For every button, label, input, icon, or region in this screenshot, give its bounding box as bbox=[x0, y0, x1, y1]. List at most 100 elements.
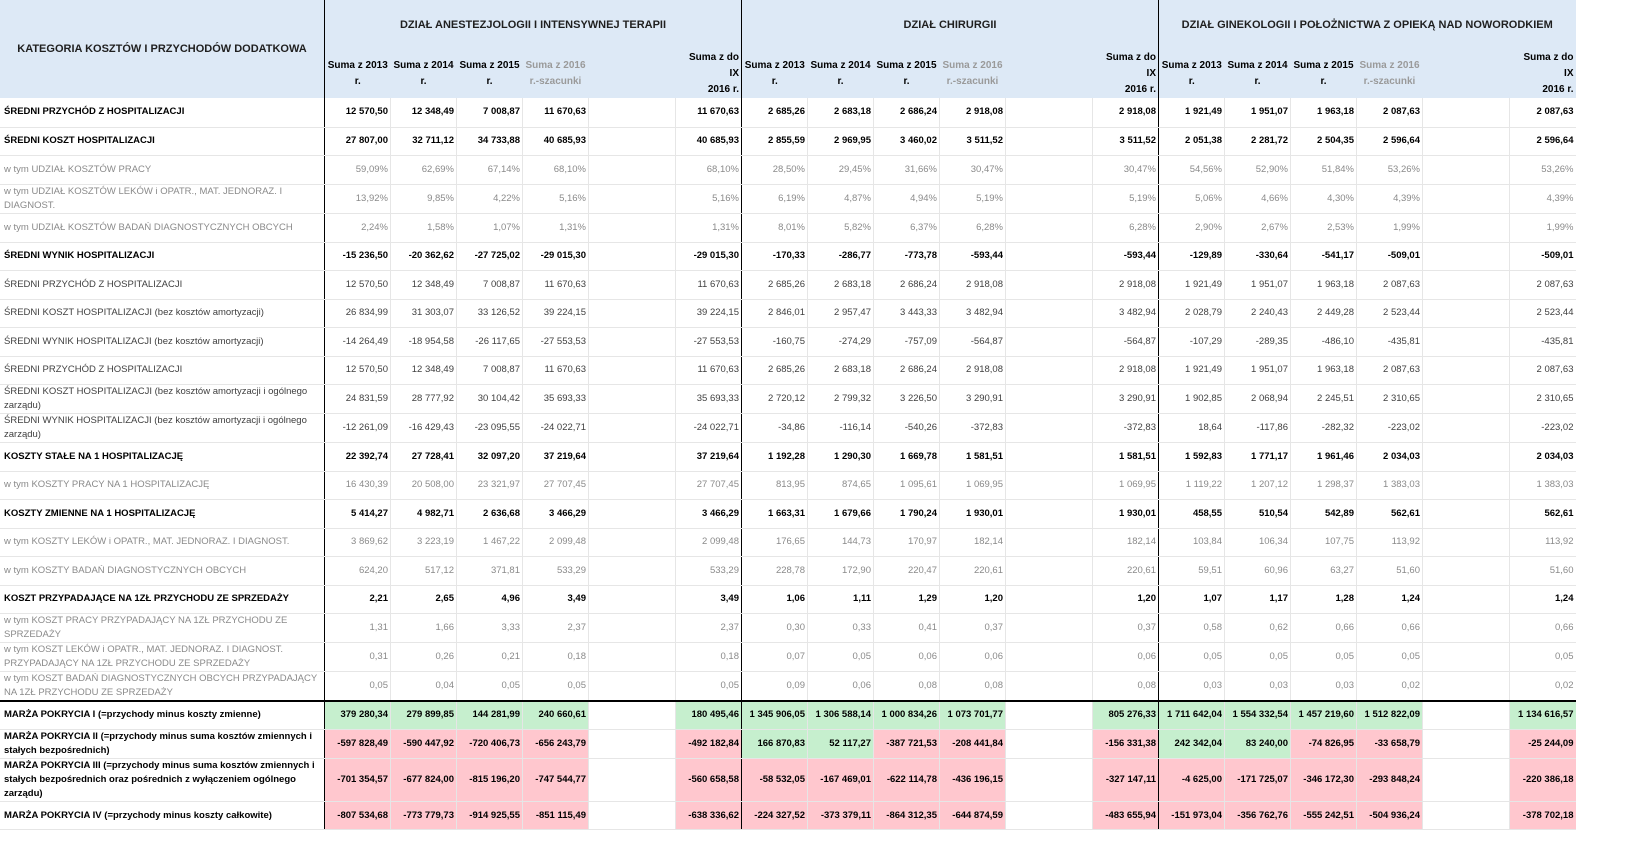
blank-cell bbox=[1005, 155, 1093, 185]
row-label: w tym KOSZT PRACY PRZYPADAJĄCY NA 1ZŁ PR… bbox=[0, 613, 325, 643]
value-cell: 1,31% bbox=[522, 213, 589, 243]
blank-cell bbox=[588, 213, 676, 243]
blank-cell bbox=[1422, 528, 1510, 557]
value-cell: 3 511,52 bbox=[939, 127, 1006, 156]
value-cell: 1,06 bbox=[741, 584, 808, 614]
value-cell: 2,37 bbox=[522, 613, 589, 643]
row-label: w tym UDZIAŁ KOSZTÓW LEKÓW i OPATR., MAT… bbox=[0, 184, 325, 214]
year-col-header: Suma z 2016 r.-szacunki bbox=[522, 50, 589, 98]
value-cell: 5,16% bbox=[522, 184, 589, 214]
year-col-header-line2: r. bbox=[903, 76, 910, 87]
table-row: w tym KOSZT PRACY PRZYPADAJĄCY NA 1ZŁ PR… bbox=[0, 613, 1576, 643]
value-cell: 0,41 bbox=[873, 613, 940, 643]
value-cell: -27 725,02 bbox=[456, 242, 523, 271]
year-col-header-line1: Suma z 2014 bbox=[393, 60, 454, 71]
value-cell: 2 720,12 bbox=[741, 384, 808, 414]
value-cell: 2 087,63 bbox=[1509, 355, 1576, 385]
cost-table: KATEGORIA KOSZTÓW I PRZYCHODÓW DODATKOWA… bbox=[0, 0, 1576, 830]
value-cell: 113,92 bbox=[1356, 528, 1423, 557]
value-cell: 3 290,91 bbox=[1092, 384, 1159, 414]
value-cell: -34,86 bbox=[741, 413, 808, 443]
value-cell: 182,14 bbox=[1092, 528, 1159, 557]
value-cell: 1 383,03 bbox=[1356, 471, 1423, 500]
year-col-header: Suma z 2014 r. bbox=[1224, 50, 1291, 98]
value-cell: 2 957,47 bbox=[807, 299, 874, 328]
value-cell: 3 226,50 bbox=[873, 384, 940, 414]
value-cell: 2 310,65 bbox=[1356, 384, 1423, 414]
value-cell: 59,51 bbox=[1158, 556, 1225, 586]
value-cell: -555 242,51 bbox=[1290, 801, 1357, 830]
row-label: ŚREDNI PRZYCHÓD Z HOSPITALIZACJI bbox=[0, 269, 325, 300]
value-cell: 2 685,26 bbox=[741, 269, 808, 300]
year-col-header-line1: Suma z 2016 bbox=[525, 60, 586, 71]
value-cell: 1,07% bbox=[456, 213, 523, 243]
value-cell: 1 930,01 bbox=[939, 498, 1006, 529]
value-cell: 371,81 bbox=[456, 556, 523, 586]
row-label: w tym KOSZT LEKÓW i OPATR., MAT. JEDNORA… bbox=[0, 642, 325, 672]
value-cell: -378 702,18 bbox=[1509, 801, 1576, 830]
value-cell: -29 015,30 bbox=[522, 242, 589, 271]
value-cell: -541,17 bbox=[1290, 242, 1357, 271]
table-row: KOSZTY ZMIENNE NA 1 HOSPITALIZACJĘ 5 414,… bbox=[0, 498, 1576, 529]
blank-cell bbox=[1422, 213, 1510, 243]
value-cell: 40 685,93 bbox=[675, 127, 742, 156]
year-col-header: Suma z 2014 r. bbox=[807, 50, 874, 98]
value-cell: -387 721,53 bbox=[873, 729, 940, 759]
value-cell: 11 670,63 bbox=[675, 98, 742, 128]
value-cell: -24 022,71 bbox=[675, 413, 742, 443]
blank-cell bbox=[1422, 127, 1510, 156]
blank-cell bbox=[1422, 613, 1510, 643]
value-cell: 0,05 bbox=[324, 671, 391, 701]
table-row: MARŻA POKRYCIA IV (=przychody minus kosz… bbox=[0, 801, 1576, 830]
value-cell: 1,24 bbox=[1356, 584, 1423, 614]
value-cell: 6,19% bbox=[741, 184, 808, 214]
blank-cell bbox=[1422, 498, 1510, 529]
value-cell: 27 707,45 bbox=[675, 471, 742, 500]
row-label: ŚREDNI KOSZT HOSPITALIZACJI (bez kosztów… bbox=[0, 299, 325, 328]
value-cell: 13,92% bbox=[324, 184, 391, 214]
value-cell: -757,09 bbox=[873, 327, 940, 357]
value-cell: 32 097,20 bbox=[456, 441, 523, 472]
value-cell: 1,99% bbox=[1509, 213, 1576, 243]
blank-cell bbox=[1005, 355, 1093, 385]
value-cell: 1 930,01 bbox=[1092, 498, 1159, 529]
value-cell: 0,05 bbox=[1158, 642, 1225, 672]
value-cell: 2 087,63 bbox=[1356, 98, 1423, 128]
value-cell: -509,01 bbox=[1509, 242, 1576, 271]
value-cell: 1 771,17 bbox=[1224, 441, 1291, 472]
value-cell: 1 951,07 bbox=[1224, 98, 1291, 128]
ytd-col-header-line1: Suma z do IX bbox=[1523, 52, 1574, 79]
year-col-header-line1: Suma z 2014 bbox=[810, 60, 871, 71]
table-row: w tym UDZIAŁ KOSZTÓW BADAŃ DIAGNOSTYCZNY… bbox=[0, 213, 1576, 243]
value-cell: 6,28% bbox=[1092, 213, 1159, 243]
blank-cell bbox=[588, 184, 676, 214]
row-label: w tym UDZIAŁ KOSZTÓW BADAŃ DIAGNOSTYCZNY… bbox=[0, 213, 325, 243]
blank-cell bbox=[1422, 155, 1510, 185]
blank-cell bbox=[1005, 642, 1093, 672]
row-label: w tym KOSZTY LEKÓW i OPATR., MAT. JEDNOR… bbox=[0, 528, 325, 557]
value-cell: 0,37 bbox=[939, 613, 1006, 643]
value-cell: 7 008,87 bbox=[456, 98, 523, 128]
value-cell: 11 670,63 bbox=[522, 355, 589, 385]
value-cell: -23 095,55 bbox=[456, 413, 523, 443]
value-cell: 0,06 bbox=[1092, 642, 1159, 672]
blank-cell bbox=[588, 642, 676, 672]
value-cell: 0,02 bbox=[1356, 671, 1423, 701]
value-cell: 1 383,03 bbox=[1509, 471, 1576, 500]
value-cell: 2 240,43 bbox=[1224, 299, 1291, 328]
value-cell: 1,99% bbox=[1356, 213, 1423, 243]
value-cell: 562,61 bbox=[1356, 498, 1423, 529]
table-row: w tym KOSZTY LEKÓW i OPATR., MAT. JEDNOR… bbox=[0, 528, 1576, 557]
blank-cell bbox=[1005, 613, 1093, 643]
category-header-label: KATEGORIA KOSZTÓW I PRZYCHODÓW DODATKOWA bbox=[17, 43, 307, 55]
value-cell: 2,90% bbox=[1158, 213, 1225, 243]
value-cell: 2 918,08 bbox=[1092, 98, 1159, 128]
value-cell: 1,58% bbox=[390, 213, 457, 243]
value-cell: 3 466,29 bbox=[522, 498, 589, 529]
row-label: w tym KOSZTY PRACY NA 1 HOSPITALIZACJĘ bbox=[0, 471, 325, 500]
value-cell: -372,83 bbox=[939, 413, 1006, 443]
blank-cell bbox=[588, 327, 676, 357]
value-cell: 6,28% bbox=[939, 213, 1006, 243]
value-cell: 1 951,07 bbox=[1224, 269, 1291, 300]
table-row: ŚREDNI KOSZT HOSPITALIZACJI 27 807,00 32 7… bbox=[0, 127, 1576, 156]
